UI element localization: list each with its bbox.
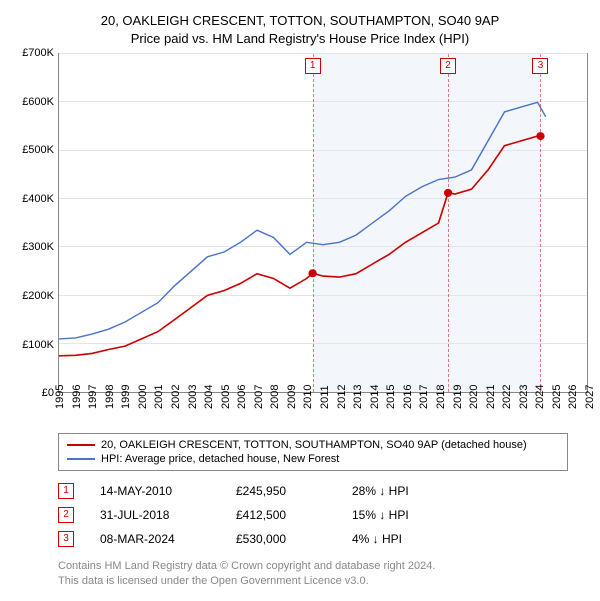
- tx-diff: 4% ↓ HPI: [352, 532, 462, 546]
- tx-date: 31-JUL-2018: [100, 508, 210, 522]
- x-tick-label: 1996: [71, 385, 83, 409]
- x-tick-label: 2008: [269, 385, 281, 409]
- footer-line1: Contains HM Land Registry data © Crown c…: [58, 559, 588, 574]
- marker-label: 1: [305, 58, 321, 74]
- x-tick-label: 2005: [220, 385, 232, 409]
- x-tick-label: 2022: [501, 385, 513, 409]
- x-tick-label: 2012: [336, 385, 348, 409]
- x-tick-label: 1998: [104, 385, 116, 409]
- x-axis: 1995199619971998199920002001200220032004…: [58, 393, 588, 427]
- x-tick-label: 1999: [120, 385, 132, 409]
- x-tick-label: 2027: [584, 385, 596, 409]
- price-chart: 20, OAKLEIGH CRESCENT, TOTTON, SOUTHAMPT…: [12, 12, 588, 589]
- x-tick-label: 2018: [435, 385, 447, 409]
- x-tick-label: 2000: [137, 385, 149, 409]
- tx-diff: 15% ↓ HPI: [352, 508, 462, 522]
- marker-vline: [448, 54, 449, 392]
- y-axis: £0£100K£200K£300K£400K£500K£600K£700K: [12, 53, 58, 393]
- x-tick-label: 2024: [534, 385, 546, 409]
- tx-marker: 3: [58, 531, 74, 547]
- y-tick-label: £700K: [22, 47, 54, 59]
- x-tick-label: 2002: [170, 385, 182, 409]
- tx-diff: 28% ↓ HPI: [352, 484, 462, 498]
- chart-title: 20, OAKLEIGH CRESCENT, TOTTON, SOUTHAMPT…: [12, 12, 588, 47]
- legend-label-hpi: HPI: Average price, detached house, New …: [101, 453, 339, 465]
- y-tick-label: £300K: [22, 241, 54, 253]
- y-tick-label: £500K: [22, 144, 54, 156]
- x-tick-label: 2025: [551, 385, 563, 409]
- x-tick-label: 2016: [402, 385, 414, 409]
- marker-vline: [540, 54, 541, 392]
- tx-date: 14-MAY-2010: [100, 484, 210, 498]
- tx-price: £245,950: [236, 484, 326, 498]
- x-tick-label: 2015: [385, 385, 397, 409]
- x-tick-label: 2013: [352, 385, 364, 409]
- x-tick-label: 1997: [87, 385, 99, 409]
- tx-marker: 2: [58, 507, 74, 523]
- x-tick-label: 2019: [452, 385, 464, 409]
- x-tick-label: 2009: [286, 385, 298, 409]
- line-property: [59, 136, 541, 356]
- legend-row-property: 20, OAKLEIGH CRESCENT, TOTTON, SOUTHAMPT…: [67, 438, 559, 452]
- marker-label: 3: [532, 58, 548, 74]
- tx-marker: 1: [58, 483, 74, 499]
- title-address: 20, OAKLEIGH CRESCENT, TOTTON, SOUTHAMPT…: [12, 12, 588, 30]
- transaction-row: 3 08-MAR-2024 £530,000 4% ↓ HPI: [58, 527, 588, 551]
- tx-date: 08-MAR-2024: [100, 532, 210, 546]
- legend-row-hpi: HPI: Average price, detached house, New …: [67, 452, 559, 466]
- title-subtitle: Price paid vs. HM Land Registry's House …: [12, 30, 588, 48]
- marker-vline: [313, 54, 314, 392]
- x-tick-label: 1995: [54, 385, 66, 409]
- x-tick-label: 2010: [302, 385, 314, 409]
- legend-label-property: 20, OAKLEIGH CRESCENT, TOTTON, SOUTHAMPT…: [101, 439, 527, 451]
- x-tick-label: 2011: [319, 385, 331, 409]
- x-tick-label: 2017: [418, 385, 430, 409]
- transaction-table: 1 14-MAY-2010 £245,950 28% ↓ HPI 2 31-JUL-201…: [58, 479, 588, 551]
- y-tick-label: £100K: [22, 339, 54, 351]
- x-tick-label: 2021: [485, 385, 497, 409]
- y-tick-label: £400K: [22, 193, 54, 205]
- x-tick-label: 2023: [518, 385, 530, 409]
- plot-area: £0£100K£200K£300K£400K£500K£600K£700K 12…: [12, 53, 588, 393]
- y-tick-label: £200K: [22, 290, 54, 302]
- x-tick-label: 2004: [203, 385, 215, 409]
- plot: 1 2 3: [58, 53, 588, 393]
- x-tick-label: 2001: [153, 385, 165, 409]
- line-hpi: [59, 102, 546, 339]
- legend: 20, OAKLEIGH CRESCENT, TOTTON, SOUTHAMPT…: [58, 433, 568, 471]
- x-tick-label: 2006: [236, 385, 248, 409]
- footer-line2: This data is licensed under the Open Gov…: [58, 574, 588, 589]
- y-tick-label: £600K: [22, 96, 54, 108]
- x-tick-label: 2014: [369, 385, 381, 409]
- marker-label: 2: [440, 58, 456, 74]
- tx-price: £412,500: [236, 508, 326, 522]
- y-tick-label: £0: [42, 387, 54, 399]
- x-tick-label: 2026: [567, 385, 579, 409]
- footer: Contains HM Land Registry data © Crown c…: [58, 559, 588, 589]
- transaction-row: 1 14-MAY-2010 £245,950 28% ↓ HPI: [58, 479, 588, 503]
- tx-price: £530,000: [236, 532, 326, 546]
- legend-swatch-hpi: [67, 458, 95, 460]
- x-tick-label: 2020: [468, 385, 480, 409]
- x-tick-label: 2003: [187, 385, 199, 409]
- transaction-row: 2 31-JUL-2018 £412,500 15% ↓ HPI: [58, 503, 588, 527]
- x-tick-label: 2007: [253, 385, 265, 409]
- chart-svg: [59, 54, 587, 392]
- legend-swatch-property: [67, 444, 95, 446]
